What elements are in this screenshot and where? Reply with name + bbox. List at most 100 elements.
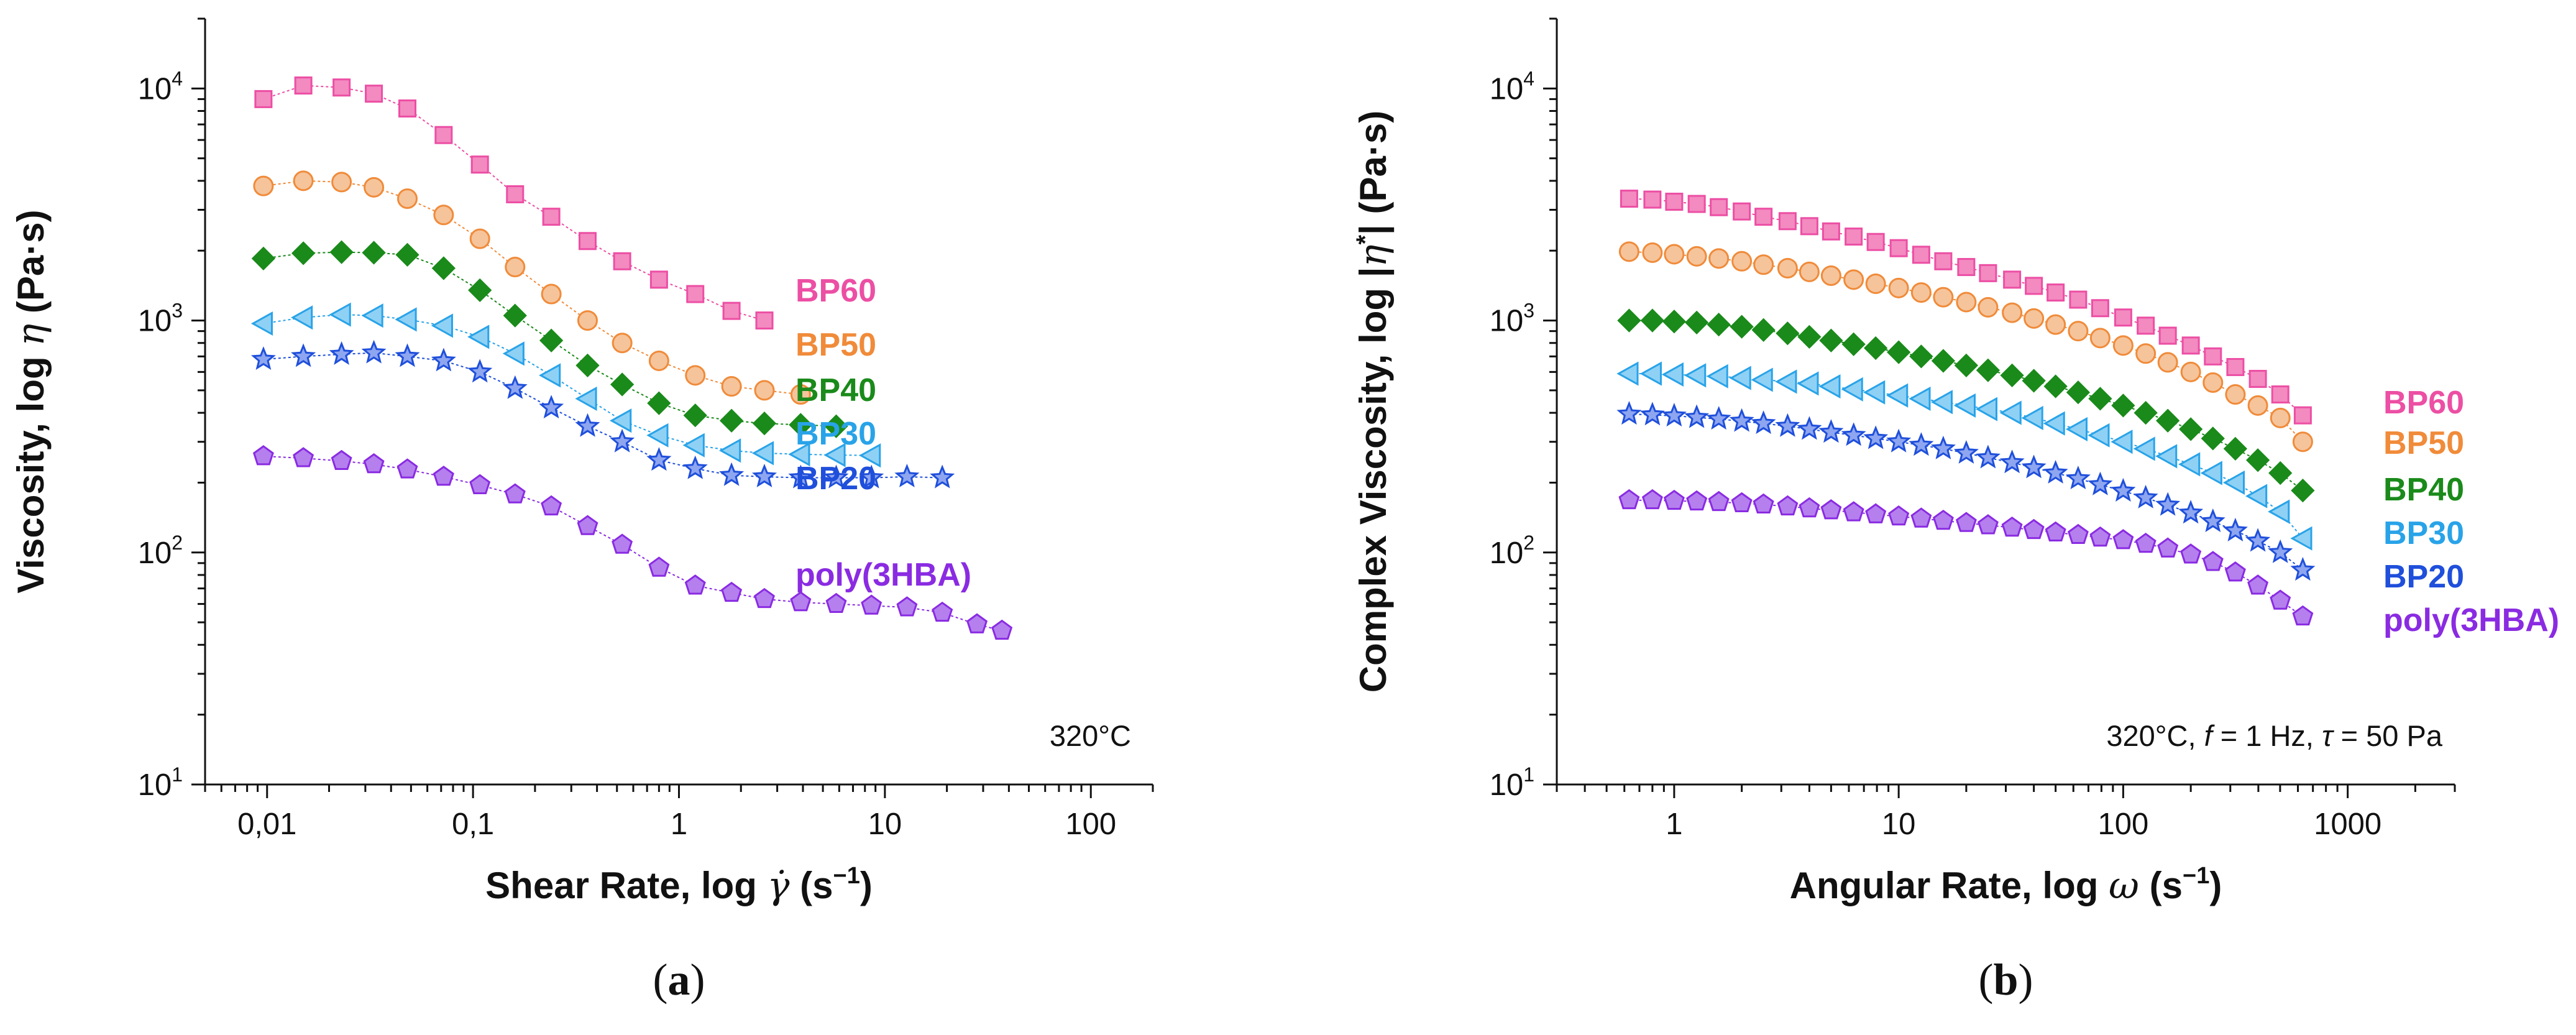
data-point: [1751, 318, 1776, 342]
data-point: [2181, 336, 2200, 355]
data-point: [752, 412, 777, 436]
data-point: [789, 413, 813, 437]
data-point: [2000, 363, 2024, 387]
data-point: [2204, 347, 2222, 366]
data-point: [2155, 444, 2178, 469]
data-point: [2292, 605, 2314, 626]
data-point: [2066, 380, 2091, 405]
data-point: [686, 285, 705, 303]
data-point: [1957, 258, 1976, 277]
data-point: [1663, 489, 1685, 510]
conditions-annotation: 320°C: [1050, 719, 1131, 752]
data-point: [1866, 232, 1885, 251]
data-point: [329, 302, 351, 327]
data-point: [469, 474, 491, 494]
data-point: [398, 99, 416, 118]
data-point: [467, 359, 493, 383]
data-point: [2135, 532, 2157, 553]
data-point: [930, 464, 955, 489]
data-point: [1777, 495, 1799, 516]
data-point: [1775, 369, 1797, 394]
data-point: [578, 232, 597, 251]
data-point: [1910, 282, 1932, 303]
data-point: [1933, 287, 1954, 308]
data-point: [1685, 310, 1709, 334]
data-point: [1954, 353, 1979, 378]
data-point: [506, 185, 525, 204]
data-point: [1956, 292, 1977, 313]
data-point: [1799, 497, 1820, 518]
data-point: [293, 170, 314, 191]
panel-caption: (b): [1978, 955, 2033, 1005]
data-point: [2089, 526, 2111, 547]
data-point: [2222, 517, 2248, 541]
data-point: [1977, 514, 1999, 535]
series-label: BP20: [795, 461, 876, 497]
data-point: [649, 270, 668, 289]
data-point: [2245, 448, 2270, 472]
data-point: [610, 372, 635, 397]
data-point: [331, 172, 352, 193]
data-point: [1661, 402, 1687, 427]
x-tick-label: 10: [1882, 807, 1916, 841]
data-point: [790, 591, 812, 612]
data-point: [575, 353, 600, 378]
data-point: [1888, 505, 1910, 526]
data-point: [2179, 417, 2203, 441]
data-point: [470, 155, 489, 174]
data-point: [2002, 302, 2023, 323]
data-point: [1886, 383, 1909, 408]
data-point: [2200, 461, 2222, 485]
data-point: [2069, 290, 2088, 309]
data-point: [434, 126, 453, 144]
data-point: [1865, 503, 1887, 523]
data-point: [2045, 521, 2066, 541]
data-point: [363, 453, 385, 474]
data-point: [1953, 439, 1979, 464]
data-point: [467, 324, 490, 349]
data-point: [894, 463, 920, 487]
data-point: [541, 283, 562, 305]
data-point: [1730, 315, 1754, 339]
data-point: [1820, 499, 1842, 520]
data-point: [2225, 384, 2246, 405]
data-point: [2222, 470, 2245, 495]
y-tick-label: 102: [1490, 531, 1534, 570]
data-point: [1708, 248, 1730, 269]
data-point: [1643, 190, 1662, 209]
data-point: [1975, 444, 2001, 469]
data-point: [502, 341, 525, 366]
data-point: [331, 449, 352, 470]
data-point: [2178, 500, 2204, 524]
data-point: [2291, 478, 2315, 503]
series-label: BP50: [795, 327, 876, 363]
data-point: [1976, 358, 2001, 382]
y-tick-label: 104: [1490, 67, 1534, 106]
x-tick-label: 100: [1065, 807, 1116, 841]
data-point: [1800, 217, 1818, 236]
series-line: [263, 314, 872, 456]
data-point: [2112, 529, 2134, 550]
x-axis-title: Angular Rate, log ω (s−1): [1790, 863, 2222, 908]
data-point: [1863, 425, 1889, 449]
data-point: [1841, 377, 1863, 402]
data-point: [685, 365, 706, 386]
data-point: [2270, 407, 2291, 428]
series-bp40: [1617, 308, 2315, 503]
data-point: [396, 458, 418, 479]
y-tick-label: 103: [138, 300, 183, 338]
data-point: [396, 188, 418, 209]
data-point: [2248, 370, 2267, 389]
data-point: [2290, 526, 2312, 551]
series-line: [1629, 251, 2304, 443]
data-point: [2089, 328, 2111, 349]
data-point: [1661, 362, 1684, 387]
data-point: [1662, 310, 1687, 334]
data-point: [1818, 374, 1841, 399]
data-point: [2088, 471, 2113, 495]
data-point: [1731, 251, 1753, 272]
series-label: poly(3HBA): [795, 557, 971, 593]
data-point: [431, 256, 456, 280]
data-point: [2155, 492, 2181, 516]
data-point: [1999, 400, 2022, 425]
